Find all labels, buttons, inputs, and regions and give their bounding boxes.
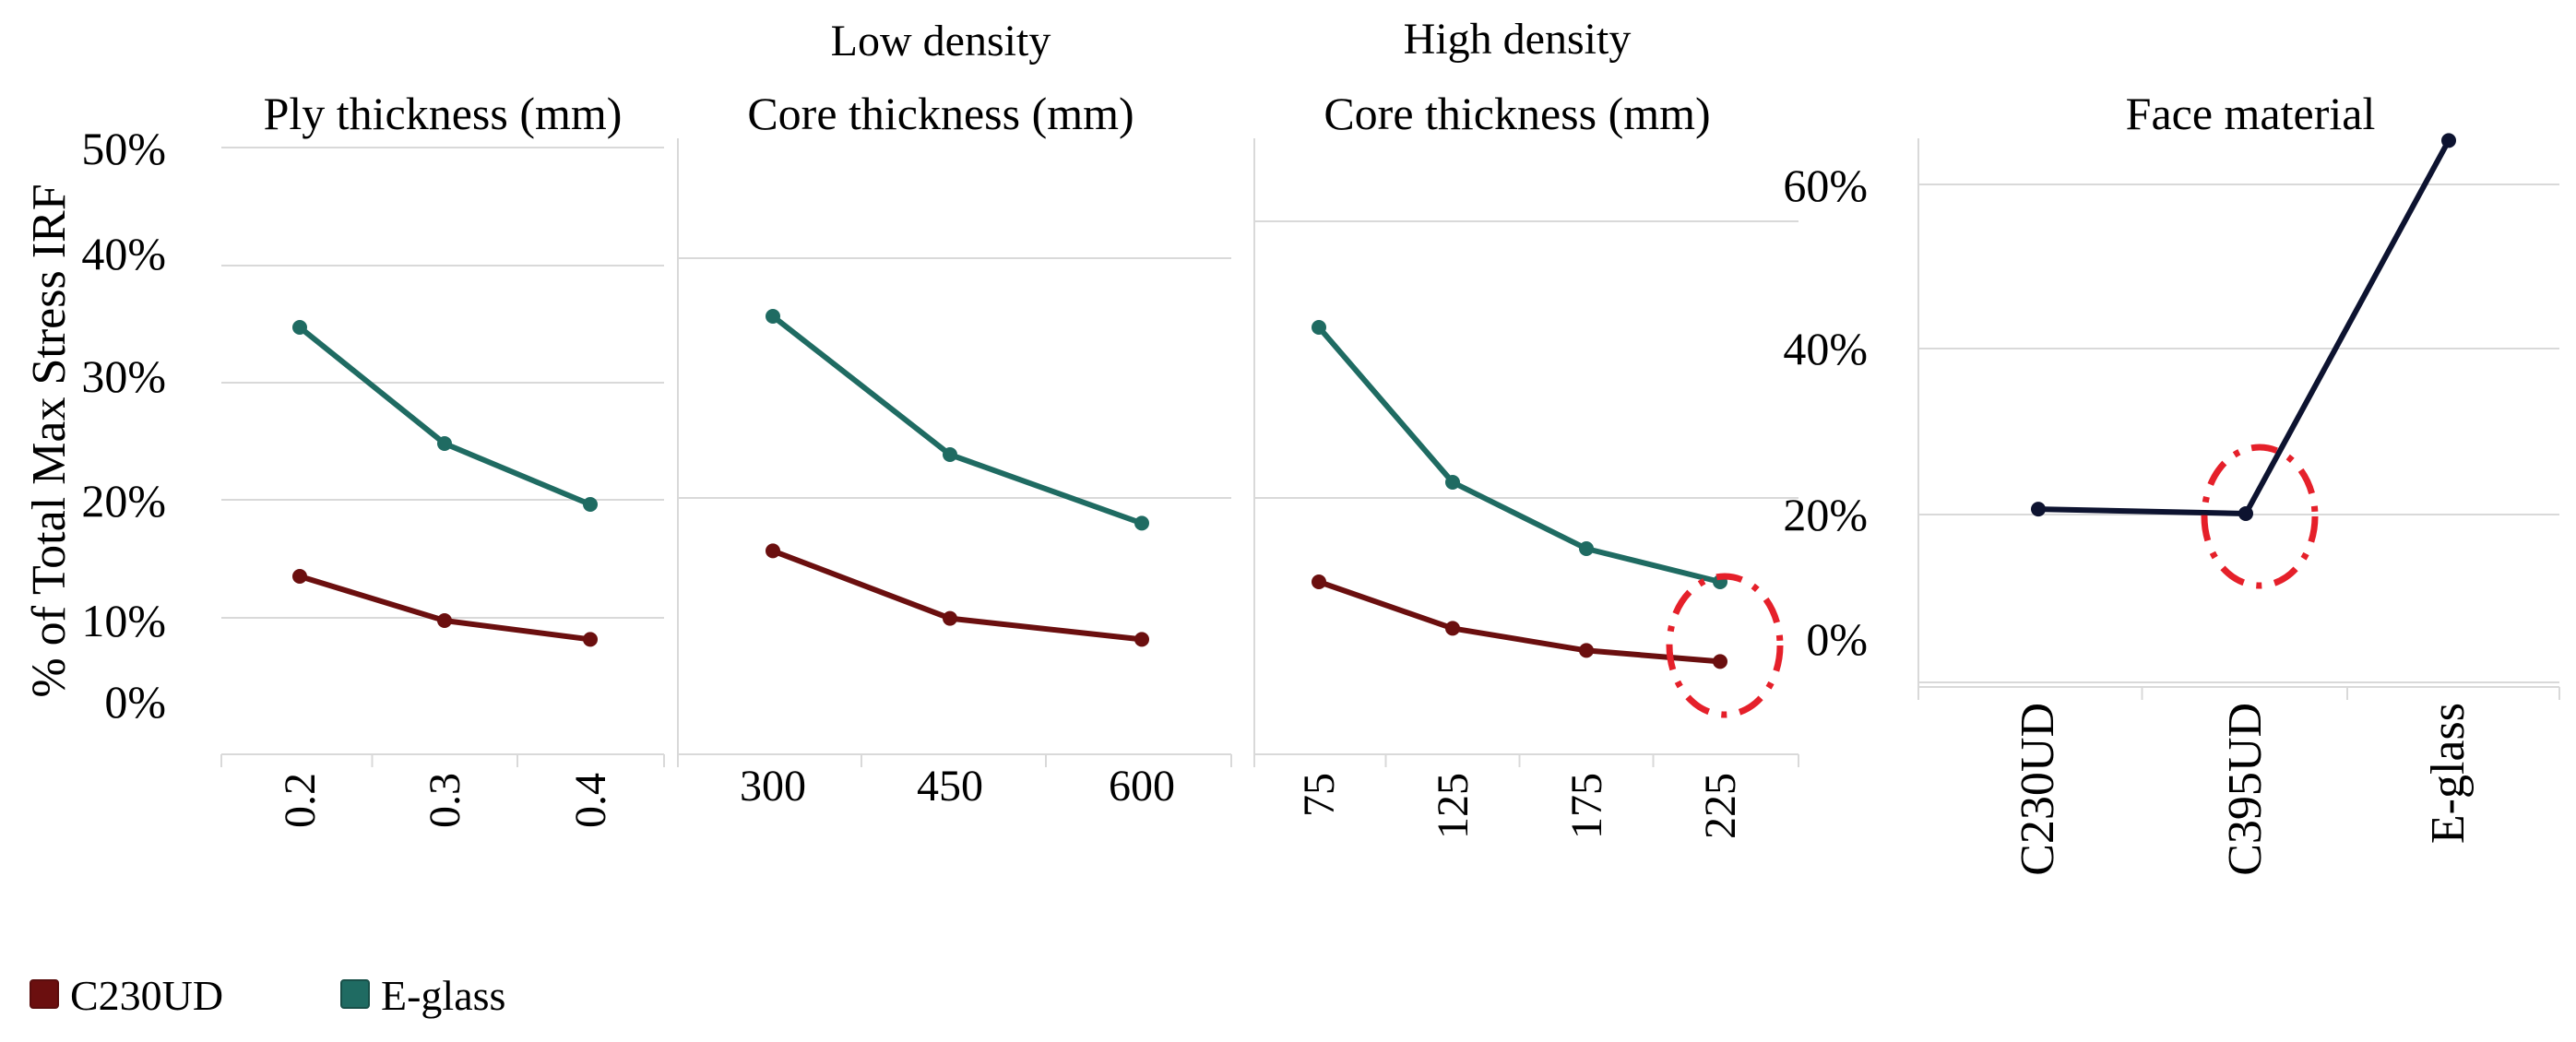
panel-title: Ply thickness (mm) — [264, 88, 623, 139]
y-tick-label: 60% — [1783, 160, 1868, 211]
legend-item-c230ud: C230UD — [30, 972, 223, 1019]
data-point-c230ud — [766, 543, 780, 559]
y-tick-label: 20% — [81, 475, 166, 527]
y-tick-label: 30% — [81, 350, 166, 402]
x-tick-label: 175 — [1562, 773, 1611, 839]
x-tick-label: 0.4 — [566, 773, 615, 828]
series-line-c230ud — [1318, 579, 1721, 665]
y-tick-label: 10% — [81, 595, 166, 646]
series-line-e-glass — [298, 325, 592, 507]
series-line-c230ud — [771, 548, 1143, 643]
x-tick-label: 600 — [1109, 762, 1175, 811]
data-point-e-glass — [1312, 320, 1326, 335]
data-point-c230ud — [1312, 574, 1326, 589]
data-point-e-glass — [1579, 541, 1594, 556]
legend: C230UD E-glass — [30, 972, 505, 1019]
y-tick-label: 0% — [1806, 613, 1868, 665]
data-point-e-glass — [943, 447, 957, 462]
legend-swatch-c230ud — [30, 979, 59, 1009]
x-tick-label: 225 — [1696, 773, 1745, 839]
y-tick-label: 0% — [104, 676, 166, 728]
y-tick-label: 40% — [1783, 323, 1868, 374]
data-point-e-glass — [583, 497, 598, 512]
panel-title: Core thickness (mm) — [1324, 88, 1710, 139]
panel-ply-thickness: Ply thickness (mm) 0% 10% 20% 30% 40% 50% 0.2 0.… — [81, 88, 665, 828]
x-tick-label: 300 — [740, 762, 806, 811]
series-line-face-material — [2037, 138, 2451, 516]
y-tick-label: 40% — [81, 228, 166, 279]
data-point-face-material — [2441, 133, 2456, 148]
panel-title: Core thickness (mm) — [747, 88, 1134, 139]
panel-face-material: Face material 0% 20% 40% 60% C230UD C395UD E-gl… — [1783, 88, 2560, 876]
x-tick-label: E-glass — [2422, 703, 2475, 844]
panel-title: Face material — [2126, 88, 2376, 139]
series-line-e-glass — [771, 314, 1144, 527]
y-axis-label: % of Total Max Stress IRF — [23, 184, 76, 697]
y-tick-label: 50% — [81, 123, 166, 174]
data-point-e-glass — [1445, 475, 1460, 490]
data-point-c230ud — [1134, 632, 1149, 647]
panel-core-low-density: Core thickness (mm) 300 450 600 — [677, 88, 1232, 811]
x-tick-label: C230UD — [2012, 703, 2064, 876]
data-point-c230ud — [1445, 621, 1460, 636]
x-tick-label: 0.3 — [421, 773, 469, 828]
data-point-c230ud — [943, 610, 957, 626]
legend-label-eglass: E-glass — [381, 972, 505, 1019]
data-point-e-glass — [766, 309, 780, 324]
x-tick-label: C395UD — [2219, 703, 2272, 876]
data-point-e-glass — [437, 436, 452, 451]
data-point-c230ud — [437, 613, 452, 628]
legend-swatch-eglass — [340, 979, 370, 1009]
data-point-face-material — [2031, 502, 2046, 517]
highlight-circle — [2201, 444, 2319, 589]
data-point-e-glass — [292, 320, 307, 335]
legend-item-eglass: E-glass — [340, 972, 505, 1019]
group-header-low-density: Low density — [831, 17, 1051, 65]
panel-core-high-density: Core thickness (mm) 75 125 175 225 — [1253, 88, 1799, 839]
data-point-c230ud — [1579, 643, 1594, 658]
data-point-e-glass — [1134, 515, 1149, 531]
series-line-e-glass — [1316, 326, 1721, 585]
legend-label-c230ud: C230UD — [70, 972, 223, 1019]
x-tick-label: 450 — [917, 762, 983, 811]
x-tick-label: 75 — [1295, 773, 1344, 817]
series-line-c230ud — [299, 574, 591, 643]
x-tick-label: 0.2 — [276, 773, 325, 828]
data-point-face-material — [2238, 505, 2253, 521]
data-point-c230ud — [1713, 654, 1727, 669]
y-tick-label: 20% — [1783, 489, 1868, 540]
data-point-c230ud — [292, 569, 307, 584]
data-point-c230ud — [583, 632, 598, 647]
x-tick-label: 125 — [1429, 773, 1478, 839]
highlight-circle — [1666, 573, 1784, 718]
group-header-high-density: High density — [1404, 15, 1632, 64]
